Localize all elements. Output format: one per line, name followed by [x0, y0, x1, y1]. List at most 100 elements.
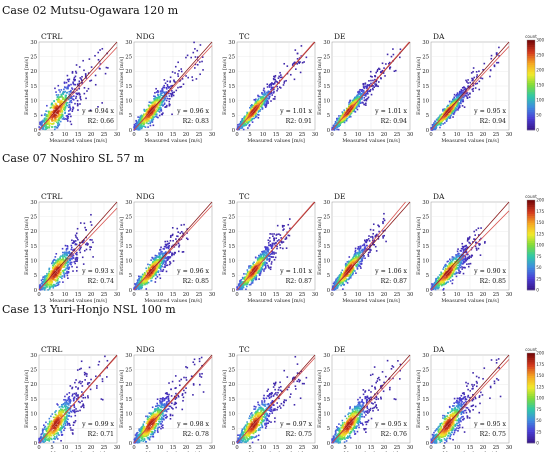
data-point	[147, 116, 149, 118]
data-point	[363, 96, 366, 99]
data-point	[52, 267, 55, 270]
data-point	[250, 265, 252, 268]
data-point	[447, 115, 450, 117]
data-point	[278, 233, 280, 235]
x-tick-label: 30	[312, 132, 319, 138]
data-point	[241, 118, 244, 120]
case-title: Case 02 Mutsu-Ogawara 120 m	[2, 4, 179, 17]
data-point	[254, 105, 257, 108]
data-point	[64, 264, 67, 266]
data-point	[154, 95, 156, 98]
data-point	[70, 257, 73, 260]
data-point	[63, 82, 66, 84]
data-point	[59, 260, 61, 263]
data-point	[263, 268, 266, 270]
data-point	[186, 228, 189, 230]
data-point	[51, 104, 54, 106]
data-point	[166, 80, 169, 83]
data-point	[75, 232, 78, 235]
data-point	[83, 249, 86, 252]
data-point	[53, 126, 56, 128]
fit-line	[38, 207, 118, 291]
data-point	[248, 121, 250, 123]
data-point	[77, 109, 79, 111]
data-point	[463, 91, 465, 93]
data-point	[432, 128, 435, 131]
data-point	[253, 275, 256, 278]
data-point	[66, 87, 68, 90]
data-point	[196, 63, 199, 66]
data-point	[452, 98, 454, 101]
data-point	[193, 41, 195, 44]
data-point	[300, 45, 303, 47]
data-point	[452, 116, 454, 118]
data-point	[355, 103, 357, 105]
data-point	[84, 73, 87, 76]
data-point	[162, 253, 164, 256]
r-squared-label: R2: 0.91	[286, 118, 312, 125]
data-point	[351, 103, 354, 106]
data-point	[69, 90, 72, 93]
data-point	[261, 92, 263, 95]
data-point	[66, 254, 69, 257]
data-point	[138, 278, 140, 281]
data-point	[76, 258, 78, 261]
data-point	[48, 276, 50, 279]
data-point	[192, 51, 195, 54]
data-point	[279, 234, 282, 236]
data-point	[163, 86, 166, 89]
y-axis-label: Estimated values [m/s]	[24, 217, 30, 275]
data-point	[71, 256, 73, 258]
data-point	[271, 251, 274, 253]
data-point	[270, 82, 272, 85]
data-point	[150, 259, 152, 261]
data-point	[154, 92, 156, 94]
data-point	[285, 236, 288, 239]
data-point	[145, 113, 147, 116]
data-point	[267, 266, 270, 268]
data-point	[450, 101, 453, 104]
data-point	[75, 270, 78, 272]
data-point	[84, 75, 87, 78]
data-point	[268, 258, 270, 260]
data-point	[261, 91, 263, 94]
data-point	[358, 90, 360, 93]
data-point	[293, 78, 296, 81]
data-point	[92, 256, 94, 258]
data-point	[140, 122, 142, 124]
data-point	[352, 109, 354, 112]
data-point	[62, 108, 65, 110]
data-point	[45, 123, 47, 126]
data-point	[337, 128, 340, 131]
data-point	[68, 104, 71, 106]
data-point	[72, 249, 74, 251]
data-point	[171, 113, 173, 116]
data-point	[173, 79, 175, 82]
data-point	[265, 261, 267, 264]
data-point	[49, 107, 52, 109]
data-point	[355, 106, 358, 109]
data-point	[44, 275, 46, 277]
data-point	[68, 267, 70, 269]
data-point	[44, 128, 46, 131]
x-tick-label: 0	[37, 132, 40, 138]
data-point	[160, 262, 163, 265]
data-point	[98, 67, 101, 70]
data-point	[180, 230, 183, 233]
data-point	[45, 279, 47, 281]
data-point	[255, 274, 257, 277]
data-point	[151, 118, 153, 121]
data-point	[140, 127, 143, 130]
data-point	[257, 95, 260, 98]
data-point	[167, 245, 170, 248]
data-point	[454, 104, 456, 107]
data-point	[50, 113, 53, 116]
data-point	[72, 254, 75, 257]
data-point	[358, 99, 361, 102]
data-point	[48, 286, 51, 289]
data-point	[43, 289, 46, 291]
data-point	[388, 61, 391, 64]
